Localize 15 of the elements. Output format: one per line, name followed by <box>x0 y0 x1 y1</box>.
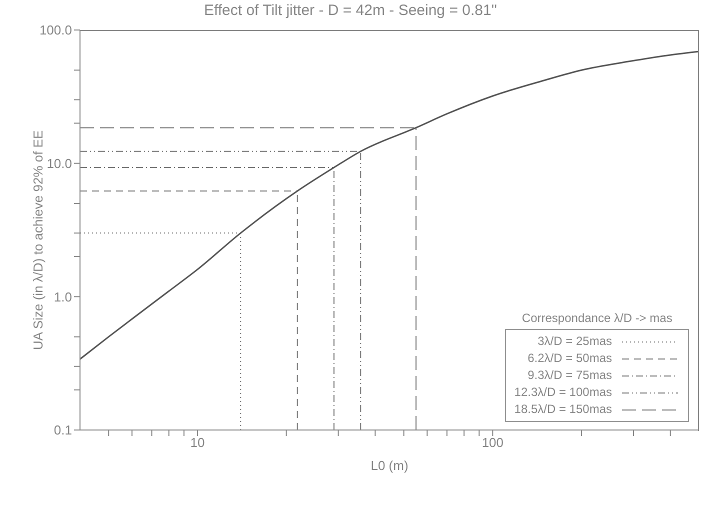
legend-label: 9.3λ/D = 75mas <box>528 367 612 384</box>
chart-title: Effect of Tilt jitter - D = 42m - Seeing = 0.81'' <box>202 2 498 19</box>
legend-label: 18.5λ/D = 150mas <box>514 401 612 418</box>
y-tick-label: 100.0 <box>39 22 72 38</box>
y-tick-label: 0.1 <box>54 422 72 438</box>
x-tick-label: 100 <box>482 435 504 450</box>
x-axis-title: L0 (m) <box>370 458 408 473</box>
y-axis-title: UA Size (in λ/D) to achieve 92% of EE <box>30 130 46 350</box>
x-tick-label: 10 <box>190 435 205 450</box>
legend-label: 6.2λ/D = 50mas <box>528 350 612 367</box>
y-tick-label: 10.0 <box>46 156 72 171</box>
y-tick-label: 1.0 <box>54 289 72 304</box>
legend-title: Correspondance λ/D -> mas <box>520 311 674 325</box>
legend-label: 3λ/D = 25mas <box>538 333 612 350</box>
legend-label: 12.3λ/D = 100mas <box>514 384 612 401</box>
